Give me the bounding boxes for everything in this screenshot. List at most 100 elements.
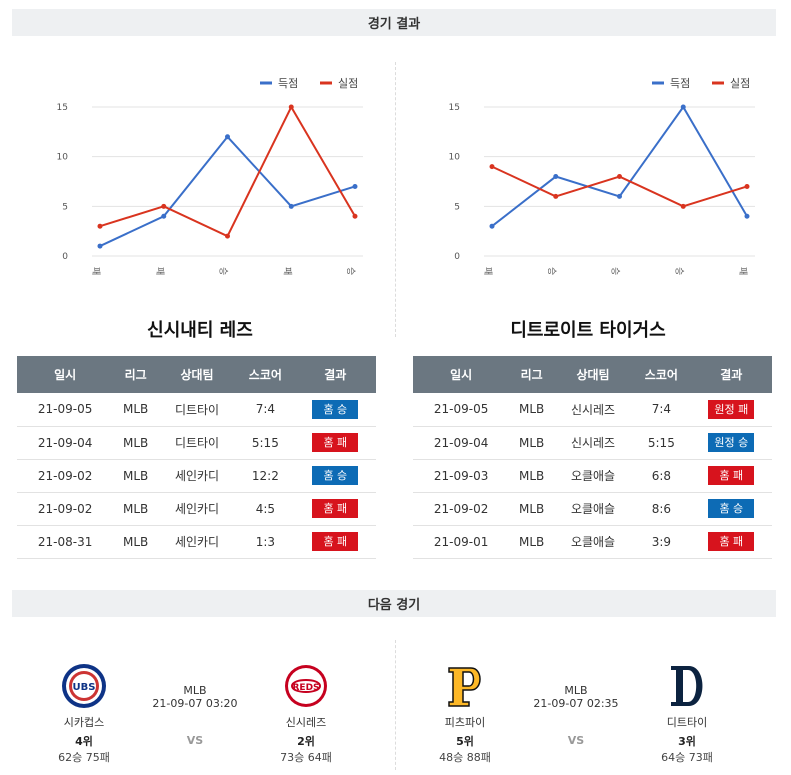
col-league: 리그 [113,356,158,393]
cell-score: 12:2 [236,459,295,493]
cell-opponent: 오클애슬 [553,492,633,526]
cell-opponent: 디트타이 [157,393,237,427]
cell-score: 7:4 [236,393,295,427]
data-point [288,104,294,110]
cell-league: MLB [113,492,158,526]
cell-date: 21-09-02 [413,492,510,526]
col-date: 일시 [17,356,114,393]
cell-score: 8:6 [632,492,691,526]
match-info: MLB 21-09-07 03:20 [125,684,265,710]
cell-date: 21-09-01 [413,525,510,559]
cell-league: MLB [113,426,158,460]
cell-opponent: 신시레즈 [553,393,633,427]
col-opponent: 상대팀 [157,356,237,393]
result-badge: 홈 패 [312,433,359,452]
cell-result: 원정 승 [690,426,772,460]
cell-opponent: 세인카디 [157,492,237,526]
chart-reds-svg: 0 5 10 15 패 패 승 패 승 득점 실점 [57,77,363,275]
cell-date: 21-09-05 [17,393,114,427]
x-tick-label: 승 [218,267,229,275]
cell-opponent: 디트타이 [157,426,237,460]
team-record: 64승 73패 [661,751,713,764]
result-badge: 원정 승 [708,433,755,452]
y-tick-label: 0 [454,252,460,262]
cell-date: 21-08-31 [17,525,114,559]
cell-result: 홈 패 [690,459,772,493]
team-record: 73승 64패 [280,751,332,764]
data-point [617,174,622,180]
cell-result: 홈 패 [690,525,772,559]
vs-label: VS [567,734,585,747]
cell-score: 6:8 [632,459,691,493]
cell-league: MLB [113,393,158,427]
table-row: 21-09-05 MLB 신시레즈 7:4 원정 패 [413,393,772,427]
data-point [680,104,686,110]
col-result: 결과 [294,356,376,393]
series-line-allowed [99,104,356,238]
tigers-logo-icon [671,666,703,706]
team-block-reds[interactable]: REDS 신시레즈 2위 73승 64패 [271,652,341,765]
data-point [288,203,294,209]
cell-opponent: 신시레즈 [553,426,633,460]
y-tick-label: 10 [57,153,69,163]
cell-league: MLB [509,426,554,460]
cell-result: 홈 패 [294,492,376,526]
team-block-pirates[interactable]: 피츠파이 5위 48승 88패 [430,652,500,765]
cell-league: MLB [509,393,554,427]
reds-logo-icon: REDS [285,665,327,707]
cell-date: 21-09-04 [413,426,510,460]
result-badge: 홈 패 [312,532,359,551]
match-info: MLB 21-09-07 02:35 [506,684,646,710]
table-row: 21-09-04 MLB 디트타이 5:15 홈 패 [17,426,376,460]
data-point [617,193,622,199]
data-point [97,223,103,229]
team-record: 48승 88패 [439,751,491,764]
team-block-cubs[interactable]: UBS 시카컵스 4위 62승 75패 [49,652,119,765]
cell-score: 5:15 [632,426,691,460]
legend-label: 득점 [670,77,690,90]
x-tick-label: 승 [610,267,621,275]
legend-label: 득점 [278,77,298,90]
cell-opponent: 오클애슬 [553,459,633,493]
cell-date: 21-09-04 [17,426,114,460]
x-tick-label: 패 [281,267,292,275]
team-name: 피츠파이 [444,716,486,729]
result-badge: 홈 승 [312,399,359,419]
team-title-tigers: 디트로이트 타이거스 [510,320,666,341]
team-block-tigers[interactable]: 디트타이 3위 64승 73패 [652,652,722,765]
match-datetime: 21-09-07 02:35 [533,697,619,710]
result-badge: 홈 패 [708,532,755,551]
data-point [352,183,358,189]
col-opponent: 상대팀 [553,356,633,393]
y-tick-label: 15 [57,103,68,113]
table-header-row: 일시 리그 상대팀 스코어 결과 [413,356,772,393]
result-badge: 원정 패 [708,399,755,419]
series-line-scored [491,105,748,227]
table-row: 21-09-04 MLB 신시레즈 5:15 원정 승 [413,426,772,460]
results-section-header: 경기 결과 [12,9,776,36]
svg-text:REDS: REDS [292,683,319,693]
cell-result: 홈 승 [690,492,772,526]
result-badge: 홈 승 [708,499,755,518]
legend-label: 실점 [730,77,750,90]
data-point [97,243,103,249]
team-rank: 5위 [456,735,474,748]
y-tick-label: 0 [62,252,68,262]
col-league: 리그 [509,356,554,393]
table-row: 21-09-02 MLB 오클애슬 8:6 홈 승 [413,492,772,526]
team-name: 시카컵스 [63,716,105,729]
cell-score: 7:4 [632,393,691,427]
next-title: 다음 경기 [367,598,421,613]
table-row: 21-09-01 MLB 오클애슬 3:9 홈 패 [413,525,772,559]
data-point [161,213,167,219]
table-row: 21-09-05 MLB 디트타이 7:4 홈 승 [17,393,376,427]
data-point [744,213,750,219]
chart-reds: 0 5 10 15 패 패 승 패 승 득점 실점 [8,62,388,282]
next-match-1: UBS 시카컵스 4위 62승 75패 MLB 21-09-07 03:20 V… [45,652,345,767]
team-name: 신시레즈 [285,716,327,729]
series-line-allowed [491,165,748,208]
x-tick-label: 승 [673,267,684,275]
cell-result: 원정 패 [690,393,772,427]
table-row: 21-08-31 MLB 세인카디 1:3 홈 패 [17,525,376,559]
